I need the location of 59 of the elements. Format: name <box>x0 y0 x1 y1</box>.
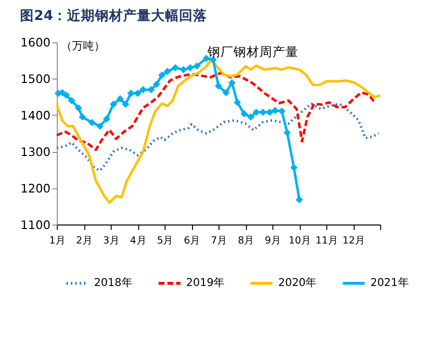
point <box>186 64 194 72</box>
x-tick-label: 10月 <box>288 236 312 247</box>
legend-label: 2018年 <box>94 276 132 290</box>
point <box>88 118 96 126</box>
point <box>62 92 70 99</box>
point <box>116 95 124 102</box>
legend-label: 2021年 <box>370 276 409 290</box>
y-tick-label: 1500 <box>20 72 50 86</box>
point <box>110 100 118 108</box>
point <box>152 80 160 88</box>
y-tick-label: 1200 <box>20 181 50 196</box>
point <box>134 90 142 97</box>
x-tick-label: 3月 <box>103 236 120 247</box>
legend-label: 2019年 <box>186 276 225 290</box>
point <box>180 66 188 74</box>
x-tick-label: 7月 <box>210 236 228 247</box>
point <box>78 113 86 121</box>
point <box>278 108 286 115</box>
line-series <box>56 102 380 172</box>
point <box>266 108 274 116</box>
x-tick-label: 9月 <box>264 236 281 247</box>
point <box>158 71 166 79</box>
point <box>234 98 241 106</box>
point <box>222 88 230 96</box>
point <box>164 68 171 76</box>
y-tick-label: 1100 <box>20 218 50 232</box>
point <box>296 196 303 204</box>
point <box>122 100 130 108</box>
x-tick-label: 4月 <box>130 236 146 247</box>
point <box>139 86 147 94</box>
point <box>214 82 222 90</box>
x-tick-label: 8月 <box>238 236 254 247</box>
point <box>247 113 254 121</box>
chart-subtitle: 钢厂钢材周产量 <box>206 45 298 60</box>
y-axis-title: （万吨） <box>61 40 106 53</box>
point <box>127 90 135 97</box>
point <box>74 104 82 112</box>
x-tick-label: 11月 <box>316 236 338 247</box>
point <box>96 122 104 130</box>
legend-label: 2020年 <box>278 276 317 290</box>
chart-title: 图24：近期钢材产量大幅回落 <box>20 6 208 24</box>
point <box>284 129 291 136</box>
y-tick-label: 1600 <box>20 36 50 50</box>
y-tick-label: 1300 <box>20 145 50 160</box>
x-tick-label: 1月 <box>49 236 66 247</box>
point <box>240 110 248 118</box>
x-tick-label: 12月 <box>342 236 365 247</box>
x-tick-label: 2月 <box>76 236 92 247</box>
y-tick-label: 1400 <box>20 108 50 123</box>
point <box>271 106 279 114</box>
point <box>103 115 110 122</box>
point <box>228 79 236 86</box>
x-tick-label: 5月 <box>156 236 174 247</box>
point <box>193 62 201 70</box>
x-tick-label: 6月 <box>184 236 200 247</box>
point <box>172 64 180 72</box>
line-series <box>56 72 378 152</box>
point <box>290 164 298 172</box>
point <box>68 96 76 104</box>
